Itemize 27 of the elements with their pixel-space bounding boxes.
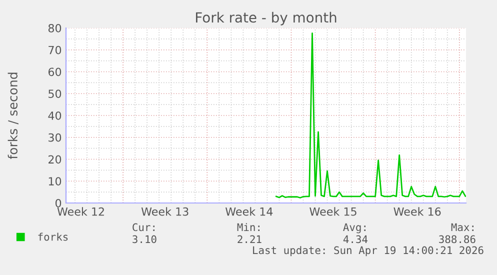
- y-axis-title: forks / second: [8, 72, 18, 160]
- text: Last update: Sun Apr 19 14:00:21 2026: [253, 246, 484, 256]
- text: Avg:: [343, 223, 366, 234]
- x-tick-label: Week 15: [310, 207, 356, 216]
- x-tick-label: Week 12: [57, 207, 104, 216]
- x-tick-label: Week 16: [394, 207, 441, 216]
- text: Min:: [237, 223, 260, 231]
- x-tick-label: Week 13: [141, 207, 188, 216]
- y-tick-label: 50: [48, 90, 62, 98]
- line-series: [276, 32, 466, 198]
- y-tick-label: 60: [48, 68, 62, 76]
- legend-label: forks: [38, 232, 68, 241]
- y-tick-label: 80: [48, 24, 62, 32]
- y-tick-label: 20: [48, 155, 62, 164]
- y-tick-label: 10: [48, 177, 62, 186]
- y-tick-label: 70: [48, 46, 62, 54]
- text: 3.10: [132, 235, 156, 244]
- text: Cur:: [132, 223, 154, 232]
- text: 4.34: [343, 235, 368, 244]
- chart-title: Fork rate - by month: [196, 12, 336, 26]
- text: Max:: [451, 223, 474, 232]
- text: 388.86: [439, 235, 476, 244]
- text: 2.21: [238, 235, 262, 243]
- x-tick-label: Week 14: [225, 207, 273, 216]
- y-tick-label: 30: [48, 133, 62, 142]
- y-tick-label: 40: [48, 111, 62, 120]
- y-tick-label: 0: [55, 198, 62, 208]
